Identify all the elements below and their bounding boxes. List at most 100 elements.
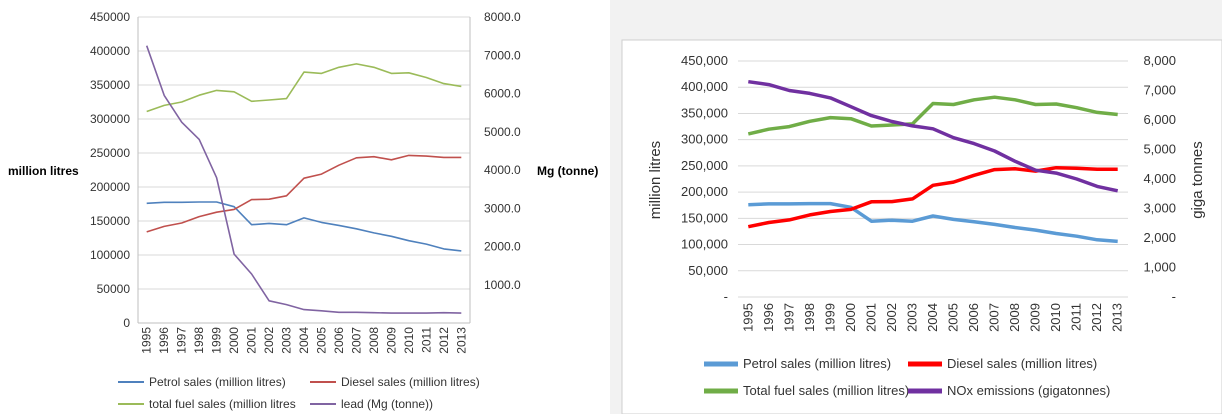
y-tick-label: -: [724, 289, 728, 304]
y-tick-label: 150000: [90, 214, 130, 228]
chart-1-background: [0, 0, 610, 414]
y-tick-label: 250000: [90, 146, 130, 160]
x-tick-label: 2012: [1089, 303, 1104, 332]
x-tick-label: 2013: [1110, 303, 1125, 332]
legend-label-total-fuel-sales-million-litres: Total fuel sales (million litres): [743, 383, 909, 398]
x-tick-label: 2011: [419, 327, 433, 353]
series-line-total-fuel-sales-million-litres: [747, 95, 1118, 136]
legend-label-nox-emissions-gigatonnes: NOx emissions (gigatonnes): [947, 383, 1110, 398]
legend-label-petrol-sales-million-litres: Petrol sales (million litres): [743, 356, 891, 371]
series-line-petrol-sales-million-litres: [748, 201, 1118, 244]
x-tick-label: 2001: [245, 327, 259, 354]
legend-label-petrol-sales-million-litres: Petrol sales (million litres): [149, 375, 286, 389]
y2-tick-label: 2,000: [1143, 230, 1176, 245]
x-tick-label: 2004: [297, 327, 311, 354]
x-tick-label: 2010: [1048, 303, 1063, 332]
y-tick-label: 350000: [90, 78, 130, 92]
y2-tick-label: 2000.0: [484, 240, 521, 254]
legend-label-diesel-sales-million-litres: Diesel sales (million litres): [341, 375, 480, 389]
x-tick-label: 1998: [192, 327, 206, 354]
y-tick-label: 300,000: [681, 132, 728, 147]
y-tick-label: 50000: [97, 282, 131, 296]
y-tick-label: 400000: [90, 44, 130, 58]
x-tick-label: 1997: [781, 303, 796, 332]
x-tick-label: 1996: [157, 327, 171, 354]
y2-tick-label: 8,000: [1143, 53, 1176, 68]
x-tick-label: 2005: [946, 303, 961, 332]
x-tick-label: 1998: [802, 303, 817, 332]
x-tick-label: 2002: [884, 303, 899, 332]
x-tick-label: 2005: [314, 327, 328, 354]
y2-tick-label: 7,000: [1143, 83, 1176, 98]
y2-tick-label: 8000.0: [484, 10, 521, 24]
series-line-total-fuel-sales-million-litres: [146, 63, 462, 113]
x-tick-label: 1999: [210, 327, 224, 354]
chart-2-background: [621, 39, 1222, 414]
y-tick-label: 0: [123, 316, 130, 330]
y2-tick-label: 5,000: [1143, 142, 1176, 157]
series-line-lead-mg-tonne: [145, 45, 462, 314]
y2-tick-label: 6,000: [1143, 112, 1176, 127]
y2-tick-label: 1000.0: [484, 278, 521, 292]
x-tick-label: 2003: [280, 327, 294, 354]
fuel-nox-chart: - 50,000 100,000 150,000 200,000 250,000 300,0…: [647, 53, 1206, 398]
legend-label-total-fuel-sales-million-litres: total fuel sales (million litres: [149, 397, 296, 411]
x-tick-label: 2000: [843, 303, 858, 332]
y2-tick-label: 3000.0: [484, 201, 521, 215]
y-tick-label: 350,000: [681, 105, 728, 120]
x-tick-label: 2006: [332, 327, 346, 354]
y2-axis-label: giga tonnes: [1189, 141, 1206, 219]
y-tick-label: 150,000: [681, 210, 728, 225]
x-tick-label: 2003: [904, 303, 919, 332]
y2-tick-label: 4000.0: [484, 163, 521, 177]
series-line-nox-emissions-gigatonnes: [748, 79, 1119, 193]
y2-axis-label: Mg (tonne): [537, 164, 598, 178]
legend-label-lead-mg-tonne: lead (Mg (tonne)): [341, 397, 433, 411]
x-tick-label: 2010: [402, 327, 416, 354]
y-tick-label: 100,000: [681, 237, 728, 252]
y2-tick-label: 3,000: [1143, 201, 1176, 216]
x-tick-label: 1997: [175, 327, 189, 354]
y-tick-label: 400,000: [681, 79, 728, 94]
y2-tick-label: 6000.0: [484, 87, 521, 101]
x-tick-label: 2004: [925, 303, 940, 332]
series-line-diesel-sales-million-litres: [146, 154, 462, 233]
y-tick-label: 200,000: [681, 184, 728, 199]
y2-tick-label: 7000.0: [484, 48, 521, 62]
x-tick-label: 2013: [454, 327, 468, 354]
y2-tick-label: 1,000: [1143, 260, 1176, 275]
x-tick-label: 2009: [1028, 303, 1043, 332]
x-tick-label: 2007: [987, 303, 1002, 332]
x-tick-label: 2008: [1007, 303, 1022, 332]
x-tick-label: 2001: [863, 303, 878, 332]
x-tick-label: 2012: [437, 327, 451, 354]
series-line-petrol-sales-million-litres: [146, 201, 462, 252]
y-tick-label: 300000: [90, 112, 130, 126]
y-tick-label: 50,000: [688, 263, 728, 278]
x-tick-label: 1996: [761, 303, 776, 332]
x-tick-label: 2007: [349, 327, 363, 354]
x-tick-label: 2002: [262, 327, 276, 354]
y-axis-label: million litres: [647, 141, 664, 219]
y2-tick-label: 4,000: [1143, 171, 1176, 186]
x-tick-label: 1995: [740, 303, 755, 332]
y-axis-label: million litres: [8, 164, 79, 178]
fuel-lead-chart: 0 50000 100000 150000 200000 250000 300000 3500…: [8, 10, 598, 411]
series-line-diesel-sales-million-litres: [747, 165, 1118, 229]
x-tick-label: 2006: [966, 303, 981, 332]
x-tick-label: 2008: [367, 327, 381, 354]
x-tick-label: 1995: [140, 327, 154, 354]
x-tick-label: 2009: [384, 327, 398, 354]
x-tick-label: 1999: [822, 303, 837, 332]
legend-label-diesel-sales-million-litres: Diesel sales (million litres): [947, 356, 1097, 371]
y2-tick-label: -: [1172, 289, 1176, 304]
y2-tick-label: 5000.0: [484, 125, 521, 139]
x-tick-label: 2011: [1069, 303, 1084, 331]
y-tick-label: 450,000: [681, 53, 728, 68]
x-tick-label: 2000: [227, 327, 241, 354]
y-tick-label: 250,000: [681, 158, 728, 173]
y-tick-label: 200000: [90, 180, 130, 194]
y-tick-label: 450000: [90, 10, 130, 24]
y-tick-label: 100000: [90, 248, 130, 262]
